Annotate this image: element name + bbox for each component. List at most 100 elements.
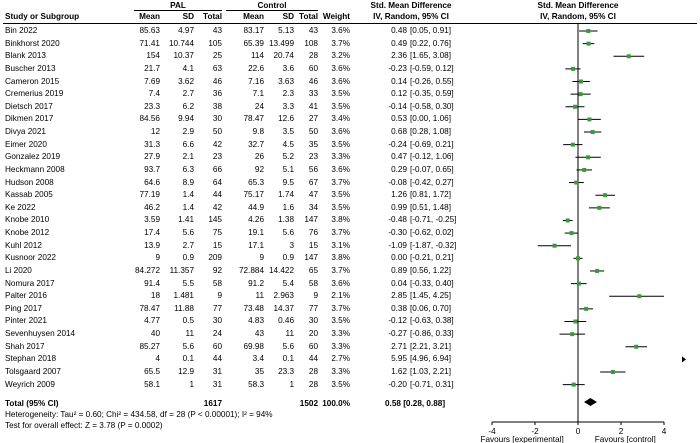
- table-row: Divya 2021 12 2.9 50 9.8 3.5 50 3.6% 0.68 [0.28, …: [0, 127, 470, 137]
- n-exp: 15: [212, 240, 222, 250]
- sd-exp: 1: [189, 379, 194, 389]
- mean-ctl: 65.3: [248, 177, 264, 187]
- sd-exp: 5.6: [182, 228, 194, 238]
- sd-ctl: 23.3: [278, 367, 294, 376]
- favours-experimental-label: Favours [experimental]: [480, 435, 563, 443]
- mean-exp: 91.4: [144, 278, 160, 288]
- mean-exp: 85.27: [139, 341, 161, 351]
- mean-ctl: 4.83: [248, 316, 264, 326]
- confidence-interval: [4.96, 6.94]: [410, 354, 451, 364]
- effect-estimate: -1.09: [388, 240, 407, 250]
- n-exp: 42: [212, 202, 222, 212]
- point-estimate-marker: [574, 180, 579, 185]
- point-estimate-marker: [571, 382, 576, 387]
- n-exp: 44: [212, 354, 222, 364]
- effect-estimate: 0.99: [391, 202, 407, 212]
- confidence-interval: [2.21, 3.21]: [410, 341, 451, 351]
- favours-control-label: Favours [control]: [595, 435, 656, 443]
- n-ctl: 58: [308, 278, 318, 288]
- sd-exp: 8.9: [182, 177, 194, 187]
- sd-exp: 10.744: [168, 38, 194, 48]
- table-row: Pinter 2021 4.77 0.5 30 4.83 0.46 30 3.5% -0.12[…: [0, 316, 470, 326]
- total-label: Total (95% CI): [5, 399, 59, 408]
- point-estimate-marker: [595, 268, 600, 273]
- weight: 3.1%: [331, 240, 350, 250]
- sd-ctl: 3.6: [282, 63, 294, 73]
- n-ctl: 60: [308, 63, 318, 73]
- confidence-interval: [-0.26, 0.55]: [410, 76, 454, 86]
- sd-ctl: 0.46: [278, 316, 294, 326]
- mean-ctl-column-header: Mean: [243, 12, 264, 21]
- table-row: Dikmen 2017 84.56 9.94 30 78.47 12.6 27 3.4% 0.5…: [0, 114, 470, 124]
- weight: 2.7%: [331, 354, 350, 364]
- table-row: Bin 2022 85.63 4.97 43 83.17 5.13 43 3.6% 0.48 [0…: [0, 26, 470, 36]
- effect-estimate: -0.30: [388, 228, 407, 238]
- mean-exp: 85.63: [139, 26, 161, 35]
- n-exp: 38: [212, 101, 222, 111]
- effect-title-header: Std. Mean Difference: [370, 1, 452, 10]
- effect-estimate: 0.47: [391, 152, 407, 162]
- mean-ctl: 4.26: [248, 215, 264, 225]
- mean-exp: 9: [155, 253, 160, 263]
- n-ctl: 67: [308, 177, 318, 187]
- mean-ctl: 32.7: [248, 139, 264, 149]
- n-exp: 42: [212, 139, 222, 149]
- total-weight: 100.0%: [322, 399, 350, 408]
- effect-estimate: 1.62: [391, 367, 407, 376]
- point-estimate-marker: [570, 332, 575, 337]
- x-tick-label: -4: [488, 427, 496, 436]
- weight: 3.7%: [331, 265, 350, 275]
- total-exp-column-header: Total: [203, 12, 222, 21]
- effect-estimate: 0.38: [391, 303, 407, 313]
- overall-effect-text: Test for overall effect: Z = 3.78 (P = 0…: [5, 421, 163, 430]
- sd-exp: 5.6: [182, 341, 194, 351]
- study-name: Cremerius 2019: [5, 89, 64, 99]
- x-tick-label: -2: [531, 427, 539, 436]
- point-estimate-marker: [552, 243, 557, 248]
- weight: 3.6%: [331, 76, 350, 86]
- n-exp: 209: [208, 253, 222, 263]
- confidence-interval: [-0.63, 0.38]: [410, 316, 454, 326]
- confidence-interval: [0.06, 0.70]: [410, 303, 451, 313]
- sd-exp: 0.9: [182, 253, 194, 263]
- weight: 3.6%: [331, 63, 350, 73]
- mean-ctl: 114: [250, 51, 264, 61]
- n-exp: 36: [212, 89, 222, 99]
- confidence-interval: [1.03, 2.21]: [410, 367, 451, 376]
- n-exp: 64: [212, 177, 222, 187]
- weight: 3.5%: [331, 139, 350, 149]
- mean-exp: 93.7: [144, 164, 160, 174]
- study-name: Heckmann 2008: [5, 164, 65, 174]
- mean-exp: 64.6: [144, 177, 160, 187]
- mean-ctl: 83.17: [243, 26, 265, 35]
- study-name: Kusnoor 2022: [5, 253, 56, 263]
- mean-ctl: 7.1: [252, 89, 264, 99]
- sd-ctl: 3.3: [282, 101, 294, 111]
- sd-exp: 9.94: [178, 114, 194, 124]
- table-row: Nomura 2017 91.4 5.5 58 91.2 5.4 58 3.6% 0.04 [-0…: [0, 279, 470, 289]
- sd-exp: 0.1: [182, 354, 194, 364]
- sd-exp: 3.62: [178, 76, 194, 86]
- study-name: Tolsgaard 2007: [5, 367, 61, 376]
- table-row: Li 2020 84.272 11.357 92 72.884 14.422 65 3.7% 0…: [0, 266, 470, 276]
- point-estimate-marker: [587, 117, 592, 122]
- confidence-interval: [0.81, 1.72]: [410, 190, 451, 200]
- sd-exp: 12.9: [178, 367, 194, 376]
- weight: 3.5%: [331, 316, 350, 326]
- point-estimate-marker: [597, 205, 602, 210]
- effect-estimate: -0.12: [388, 316, 407, 326]
- n-ctl: 46: [308, 76, 318, 86]
- heterogeneity-text: Heterogeneity: Tau² = 0.60; Chi² = 434.5…: [5, 410, 273, 419]
- mean-ctl: 19.1: [248, 228, 264, 238]
- n-ctl: 108: [304, 38, 318, 48]
- n-ctl: 28: [308, 367, 318, 376]
- group-ctl-header: Control: [257, 1, 287, 10]
- n-ctl: 65: [308, 265, 318, 275]
- sd-ctl: 5.13: [278, 26, 294, 35]
- mean-ctl: 22.6: [248, 63, 264, 73]
- sd-exp-column-header: SD: [182, 12, 194, 21]
- mean-exp: 65.5: [144, 367, 160, 376]
- mean-exp: 13.9: [144, 240, 160, 250]
- point-estimate-marker: [572, 104, 577, 109]
- confidence-interval: [-0.86, 0.33]: [410, 329, 454, 339]
